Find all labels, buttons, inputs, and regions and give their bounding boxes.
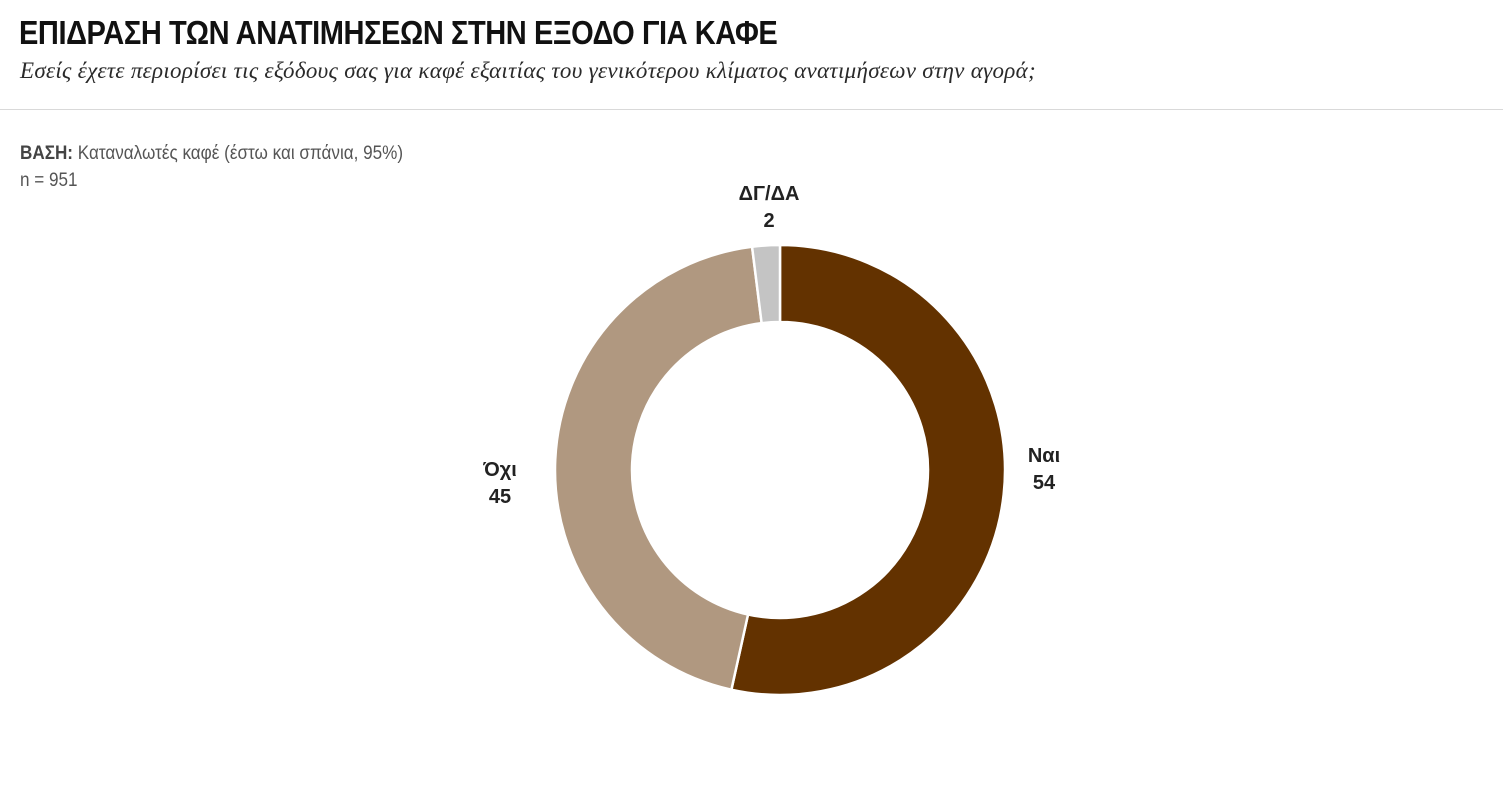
base-line: ΒΑΣΗ: Καταναλωτές καφέ (έστω και σπάνια,… [20, 140, 403, 167]
header-divider [0, 109, 1503, 110]
base-note: ΒΑΣΗ: Καταναλωτές καφέ (έστω και σπάνια,… [20, 140, 403, 194]
slice-category-label: Όχι [482, 459, 517, 481]
chart-title: ΕΠΙΔΡΑΣΗ ΤΩΝ ΑΝΑΤΙΜΗΣΕΩΝ ΣΤΗΝ ΕΞΟΔΟ ΓΙΑ … [19, 14, 778, 51]
slice-value-label: 45 [489, 486, 511, 508]
base-label: ΒΑΣΗ: [20, 143, 74, 164]
slice-value-label: 54 [1033, 472, 1056, 494]
slice-value-label: 2 [763, 210, 774, 232]
base-text: Καταναλωτές καφέ (έστω και σπάνια, 95%) [77, 143, 404, 164]
slice-category-label: ΔΓ/ΔΑ [739, 183, 800, 205]
donut-slice-1 [553, 245, 763, 691]
donut-slice-2 [750, 243, 782, 325]
donut-slice-0 [730, 243, 1007, 697]
chart-subtitle: Εσείς έχετε περιορίσει τις εξόδους σας γ… [20, 58, 1036, 83]
sample-size: n = 951 [20, 170, 78, 191]
slice-category-label: Ναι [1028, 445, 1060, 467]
